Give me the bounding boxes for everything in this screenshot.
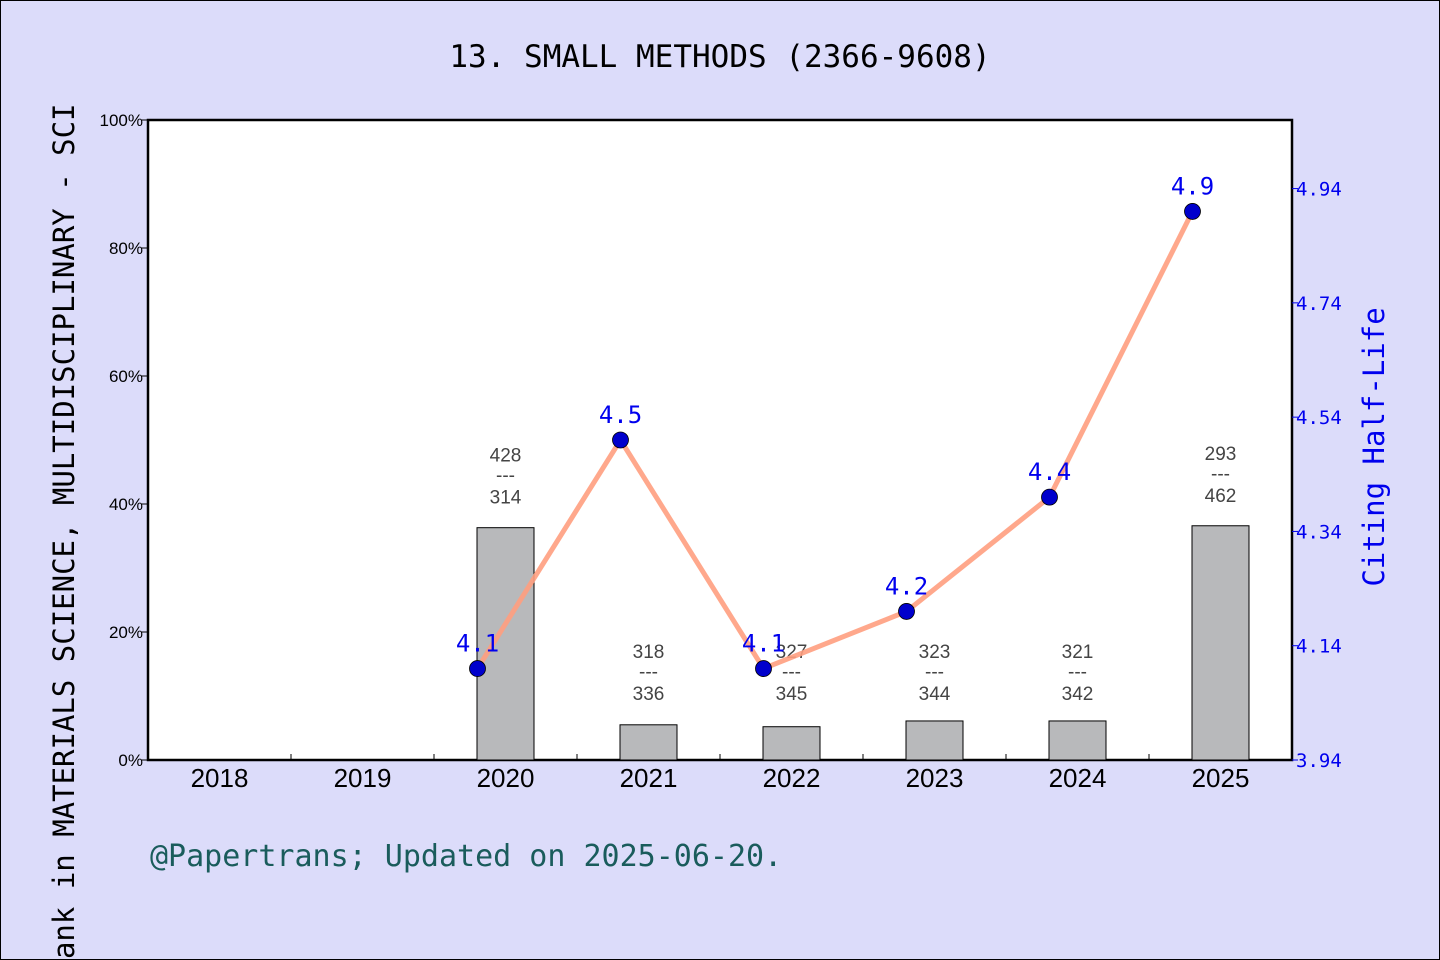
- bar-label-sep: ---: [496, 466, 515, 487]
- half-life-label: 4.2: [885, 572, 928, 600]
- y2-tick-label: 4.54: [1296, 407, 1342, 429]
- y-tick-label: 100%: [100, 111, 143, 130]
- bar-2020: [476, 527, 535, 761]
- bar-label-bottom: 462: [1205, 486, 1237, 507]
- bar-label-sep: ---: [639, 662, 658, 683]
- bar-2021: [619, 724, 678, 761]
- bar-label-top: 321: [1062, 642, 1094, 663]
- bar-label-top: 327: [776, 642, 808, 663]
- half-life-point-2020: [469, 660, 486, 677]
- half-life-point-2024: [1041, 488, 1058, 506]
- half-life-label: 4.9: [1171, 172, 1214, 200]
- y2-tick-label: 4.14: [1296, 636, 1342, 658]
- bar-label-sep: ---: [1211, 464, 1230, 485]
- bar-2024: [1048, 720, 1107, 761]
- bar-label-bottom: 336: [633, 684, 665, 705]
- bar-label-sep: ---: [782, 662, 801, 683]
- half-life-line: [475, 210, 1195, 672]
- bar-label-top: 323: [919, 642, 951, 663]
- half-life-label: 4.1: [742, 630, 785, 658]
- y2-tick-label: 3.94: [1296, 750, 1342, 772]
- bar-label-sep: ---: [925, 662, 944, 683]
- y-tick-label: 80%: [109, 239, 143, 258]
- x-tick-label: 2021: [620, 763, 678, 793]
- bar-2022: [762, 726, 821, 761]
- x-tick-label: 2023: [906, 763, 964, 793]
- y-tick-label: 40%: [109, 495, 143, 514]
- x-tick-label: 2018: [191, 763, 249, 793]
- bar-label-top: 428: [490, 446, 522, 467]
- half-life-label: 4.5: [599, 401, 642, 429]
- x-tick-label: 2019: [334, 763, 392, 793]
- half-life-point-2023: [898, 603, 915, 620]
- bar-2023: [905, 720, 964, 761]
- bar-label-sep: ---: [1068, 662, 1087, 683]
- y2-tick-label: 4.74: [1296, 293, 1342, 315]
- bar-label-top: 293: [1205, 444, 1237, 465]
- x-tick-label: 2025: [1192, 763, 1250, 793]
- bar-label-bottom: 342: [1062, 684, 1094, 705]
- y2-tick-label: 4.94: [1296, 179, 1342, 201]
- x-tick-label: 2022: [763, 763, 821, 793]
- x-tick-label: 2020: [477, 763, 535, 793]
- half-life-label: 4.1: [456, 630, 499, 658]
- bar-label-bottom: 345: [776, 684, 808, 705]
- half-life-label: 4.4: [1028, 458, 1071, 486]
- half-life-point-2025: [1184, 203, 1201, 220]
- footer-credit: @Papertrans; Updated on 2025-06-20.: [150, 839, 782, 874]
- y-tick-label: 0%: [118, 751, 143, 770]
- plot-area: [146, 118, 1294, 762]
- half-life-point-2022: [755, 660, 772, 677]
- bar-label-top: 318: [633, 642, 665, 663]
- x-tick-label: 2024: [1049, 763, 1107, 793]
- half-life-point-2021: [612, 431, 629, 449]
- y-tick-label: 60%: [109, 367, 143, 386]
- bar-label-bottom: 314: [490, 488, 522, 509]
- y-tick-label: 20%: [109, 623, 143, 642]
- chart-title: 13. SMALL METHODS (2366-9608): [449, 39, 990, 75]
- y-axis-label: Rank in MATERIALS SCIENCE, MULTIDISCIPLI…: [47, 104, 81, 960]
- y2-tick-label: 4.34: [1296, 521, 1342, 543]
- y2-axis-label: Citing Half-Life: [1357, 307, 1391, 586]
- bar-label-bottom: 344: [919, 684, 951, 705]
- bar-2025: [1191, 525, 1250, 761]
